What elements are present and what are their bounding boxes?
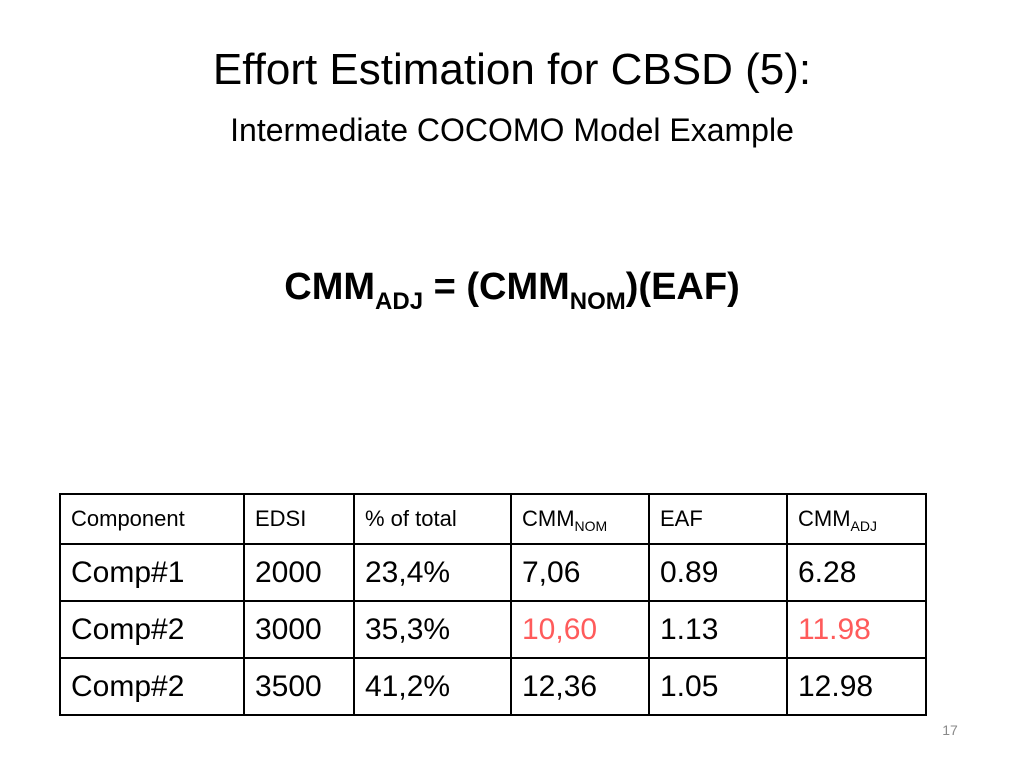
table-cell: 0.89	[648, 543, 788, 602]
header-edsi: EDSI	[243, 493, 355, 545]
table-cell: 12,36	[510, 657, 650, 716]
formula-equals-open: = (CMM	[423, 266, 570, 308]
header-cmm-nom: CMMNOM	[510, 493, 650, 545]
table-cell: Comp#2	[59, 600, 245, 659]
table-cell: 1.05	[648, 657, 788, 716]
slide-title: Effort Estimation for CBSD (5):	[212, 45, 812, 94]
table-row: Comp#1 2000 23,4% 7,06 0.89 6.28	[59, 543, 927, 602]
formula: CMMADJ = (CMMNOM)(EAF)	[0, 262, 1024, 315]
header-cmm-adj: CMMADJ	[786, 493, 927, 545]
formula-rhs-subscript: NOM	[569, 288, 626, 315]
formula-rhs-rest: )(EAF)	[625, 266, 740, 308]
table-cell: 7,06	[510, 543, 650, 602]
formula-lhs: CMM	[284, 266, 376, 308]
table-cell: 41,2%	[353, 657, 512, 716]
table-cell: 1.13	[648, 600, 788, 659]
slide-subtitle: Intermediate COCOMO Model Example	[230, 112, 794, 148]
page-number: 17	[942, 722, 958, 738]
table-row: Comp#2 3000 35,3% 10,60 1.13 11.98	[59, 600, 927, 659]
header-percent-total: % of total	[353, 493, 512, 545]
formula-lhs-subscript: ADJ	[375, 288, 424, 315]
table-cell: Comp#2	[59, 657, 245, 716]
table-cell: 2000	[243, 543, 355, 602]
header-component: Component	[59, 493, 245, 545]
table-cell: 6.28	[786, 543, 927, 602]
cocomo-table: Component EDSI % of total CMMNOM EAF CMM…	[59, 493, 927, 716]
table-row: Comp#2 3500 41,2% 12,36 1.05 12.98	[59, 657, 927, 716]
table-cell: Comp#1	[59, 543, 245, 602]
table-cell: 23,4%	[353, 543, 512, 602]
table-cell-highlighted: 10,60	[510, 600, 650, 659]
header-eaf: EAF	[648, 493, 788, 545]
table-cell: 3000	[243, 600, 355, 659]
table-header-row: Component EDSI % of total CMMNOM EAF CMM…	[59, 493, 927, 545]
table-cell: 35,3%	[353, 600, 512, 659]
table-cell: 12.98	[786, 657, 927, 716]
table-cell-highlighted: 11.98	[786, 600, 927, 659]
table-cell: 3500	[243, 657, 355, 716]
